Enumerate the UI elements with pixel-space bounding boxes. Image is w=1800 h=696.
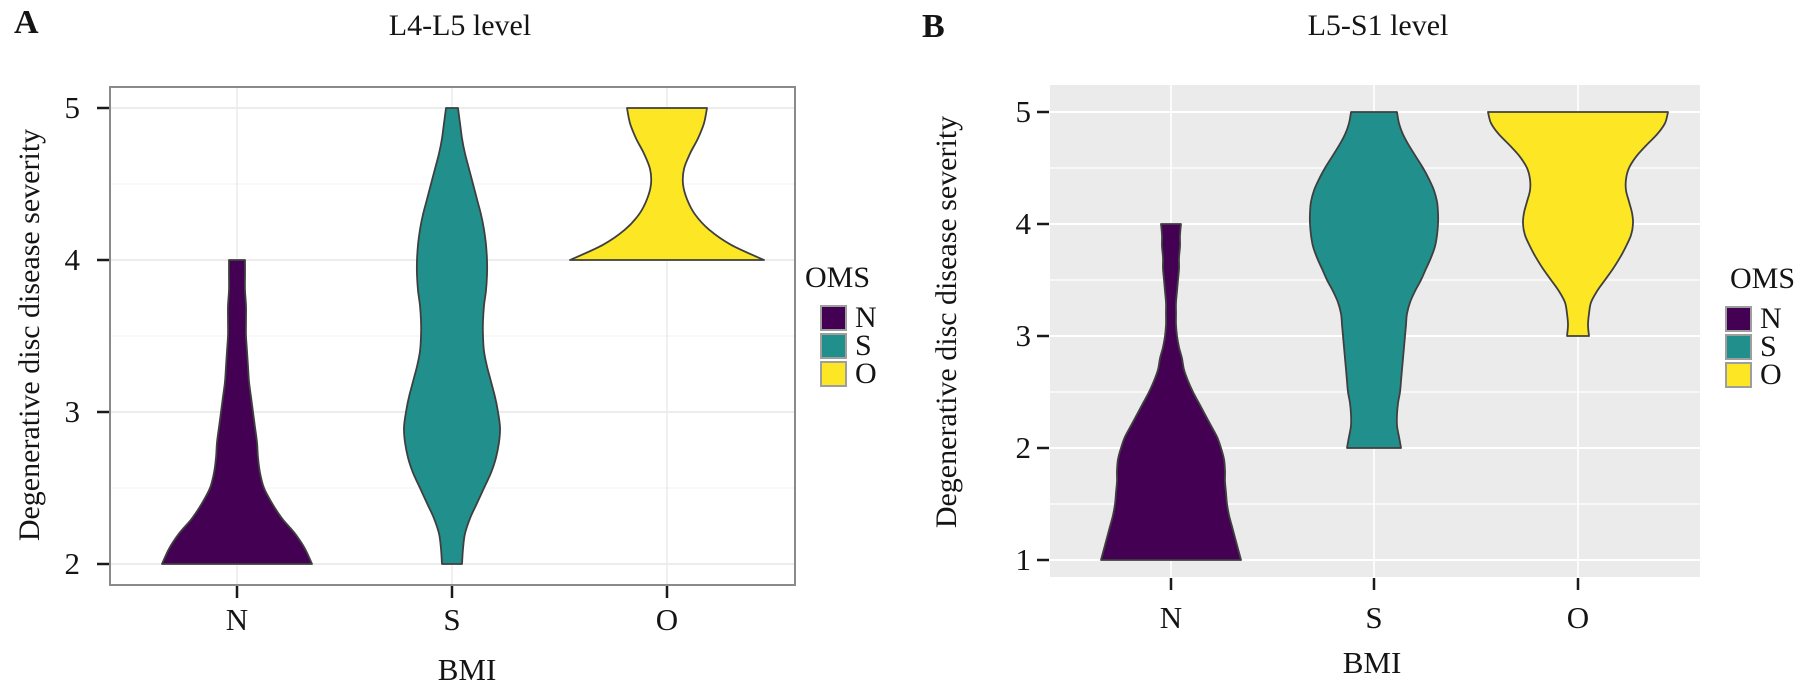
panel-b-x-axis-label: BMI — [1342, 645, 1402, 680]
violin-s-panel-b — [1308, 111, 1440, 449]
y-tick-label: 2 — [1015, 430, 1032, 465]
panel-b-y-axis-label: Degenerative disc disease severity — [930, 115, 963, 529]
violin-o-panel-a — [569, 107, 765, 261]
panel-b-tag: B — [922, 8, 945, 45]
x-category-label: S — [443, 602, 461, 637]
legend-label: N — [1760, 302, 1782, 335]
x-category-label: O — [655, 602, 679, 637]
panel-b-title: L5-S1 level — [1307, 9, 1449, 42]
panel-b-legend-title: OMS — [1729, 262, 1796, 295]
legend-label: N — [855, 301, 877, 334]
y-tick-label: 3 — [1015, 318, 1032, 353]
panel-a-plot-area — [97, 86, 796, 598]
panel-a-tag: A — [14, 4, 39, 41]
legend-label: O — [855, 357, 877, 390]
y-tick-label: 5 — [64, 90, 81, 125]
y-tick-label: 3 — [64, 394, 81, 429]
y-tick-label: 2 — [64, 546, 81, 581]
y-tick-label: 5 — [1015, 94, 1032, 129]
panel-a-y-axis-label: Degenerative disc disease severity — [13, 128, 46, 542]
legend-entry-s: S — [820, 329, 877, 362]
x-category-label: N — [1159, 600, 1183, 635]
x-category-label: N — [225, 602, 249, 637]
legend-entry-n: N — [820, 301, 877, 334]
violin-n-panel-b — [1100, 223, 1242, 561]
violin-n-panel-a — [161, 259, 313, 565]
legend-entry-o: O — [820, 357, 877, 390]
legend-label: S — [855, 329, 872, 362]
legend-label: S — [1760, 330, 1777, 363]
violin-o-panel-b — [1487, 111, 1669, 337]
legend-swatch-o-icon — [820, 361, 847, 387]
y-tick-label: 4 — [64, 242, 81, 277]
legend-label: O — [1760, 358, 1782, 391]
legend-swatch-n-icon — [820, 305, 847, 331]
legend-swatch-n-icon — [1725, 306, 1752, 332]
x-category-label: O — [1566, 600, 1590, 635]
x-category-label: S — [1365, 600, 1383, 635]
y-tick-label: 1 — [1015, 542, 1032, 577]
violin-s-panel-a — [403, 107, 501, 565]
legend-entry-o: O — [1725, 358, 1782, 391]
plot-frame — [109, 86, 796, 586]
legend-entry-s: S — [1725, 330, 1782, 363]
panel-a-legend-title: OMS — [804, 261, 871, 294]
legend-swatch-o-icon — [1725, 362, 1752, 388]
panel-a-title: L4-L5 level — [388, 9, 532, 42]
panel-b-plot-area — [1037, 85, 1700, 590]
y-tick-label: 4 — [1015, 206, 1032, 241]
legend-swatch-s-icon — [1725, 334, 1752, 360]
legend-entry-n: N — [1725, 302, 1782, 335]
panel-a-x-axis-label: BMI — [437, 652, 497, 687]
legend-swatch-s-icon — [820, 333, 847, 359]
